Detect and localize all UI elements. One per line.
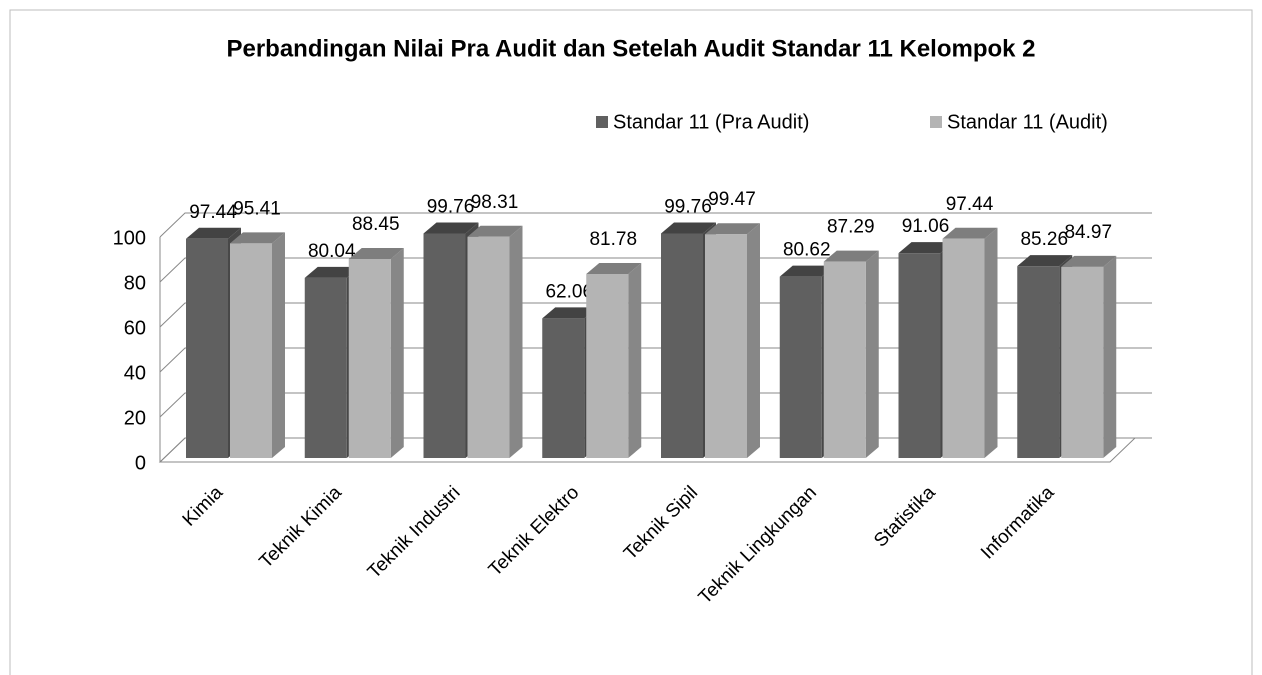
data-label: 97.44 [946,194,994,215]
data-label: 88.45 [352,214,400,235]
y-tick-label: 100 [113,227,146,249]
bar [586,262,642,458]
bar-side [272,232,285,458]
data-label: 98.31 [471,192,519,213]
bar-front [1017,266,1060,458]
legend-label: Standar 11 (Pra Audit) [613,111,809,133]
data-label: 85.26 [1020,229,1068,250]
y-tick-label: 80 [124,272,146,294]
data-label: 99.47 [708,189,756,210]
x-tick-label: Teknik Lingkungan [695,482,821,608]
y-tick-label: 40 [124,362,146,384]
bar-side [984,227,998,458]
x-tick-label: Teknik Elektro [485,482,583,580]
bar-front [779,276,822,458]
bar-top [705,223,760,235]
bar [230,232,285,458]
bar-front [898,253,941,458]
bar-top [779,265,835,277]
bar-front [661,233,703,458]
bar-top [661,222,716,234]
bar-front [186,238,228,458]
x-tick-label: Kimia [179,482,228,531]
bar [348,247,404,458]
x-tick-label: Statistika [870,482,940,552]
bar-top [942,227,998,239]
data-label: 87.29 [827,217,875,238]
bar-front [586,273,629,458]
data-label: 62.06 [545,281,593,302]
bar-front [823,261,866,458]
bar-side [628,262,642,458]
bar-top [348,247,404,259]
data-label: 91.06 [902,216,950,237]
bar-top [467,225,523,237]
bar-side [865,250,879,458]
bar-top [1017,255,1073,267]
legend-swatch [596,116,608,128]
bar-front [348,258,391,458]
bar [705,223,760,458]
y-tick-label: 20 [124,407,146,429]
bar-front [705,234,747,458]
data-label: 80.62 [783,240,831,261]
bar-front [230,243,272,458]
bar-top [542,307,598,319]
bar-top [230,232,285,244]
legend-swatch [930,116,942,128]
y-tick-label: 0 [135,452,146,474]
bar [467,225,523,458]
data-label: 81.78 [589,229,637,250]
bar-top [304,266,360,278]
x-tick-label: Informatika [977,482,1059,564]
data-label: 99.76 [427,197,475,218]
x-tick-label: Teknik Sipil [620,482,702,564]
bar-front [942,238,985,458]
bar-side [390,247,404,458]
bar-front [1061,266,1104,458]
grid-line [159,212,1152,238]
bar-side [509,225,523,458]
data-label: 80.04 [308,241,356,262]
x-tick-label: Teknik Kimia [256,482,347,573]
data-label: 99.76 [664,197,712,218]
x-tick-label: Teknik Industri [364,482,465,583]
bar-front [423,233,466,458]
bar-side [747,223,760,458]
bar-front [542,318,585,458]
bar-top [586,262,642,274]
bar-front [304,277,347,458]
bar-top [423,222,479,234]
bar [823,250,879,458]
bar [1061,255,1117,458]
bar-top [898,242,954,254]
bar-top [1061,255,1117,267]
chart-title: Perbandingan Nilai Pra Audit dan Setelah… [226,35,1035,62]
bar-front [467,236,510,458]
data-label: 84.97 [1064,222,1112,243]
data-label: 97.44 [189,202,237,223]
data-label: 95.41 [233,198,281,219]
bar-top [186,227,241,239]
legend-label: Standar 11 (Audit) [947,111,1108,133]
bar-top [823,250,879,262]
y-tick-label: 60 [124,317,146,339]
chart-border [9,9,1253,675]
bar [942,227,998,458]
bar-side [1103,255,1117,458]
